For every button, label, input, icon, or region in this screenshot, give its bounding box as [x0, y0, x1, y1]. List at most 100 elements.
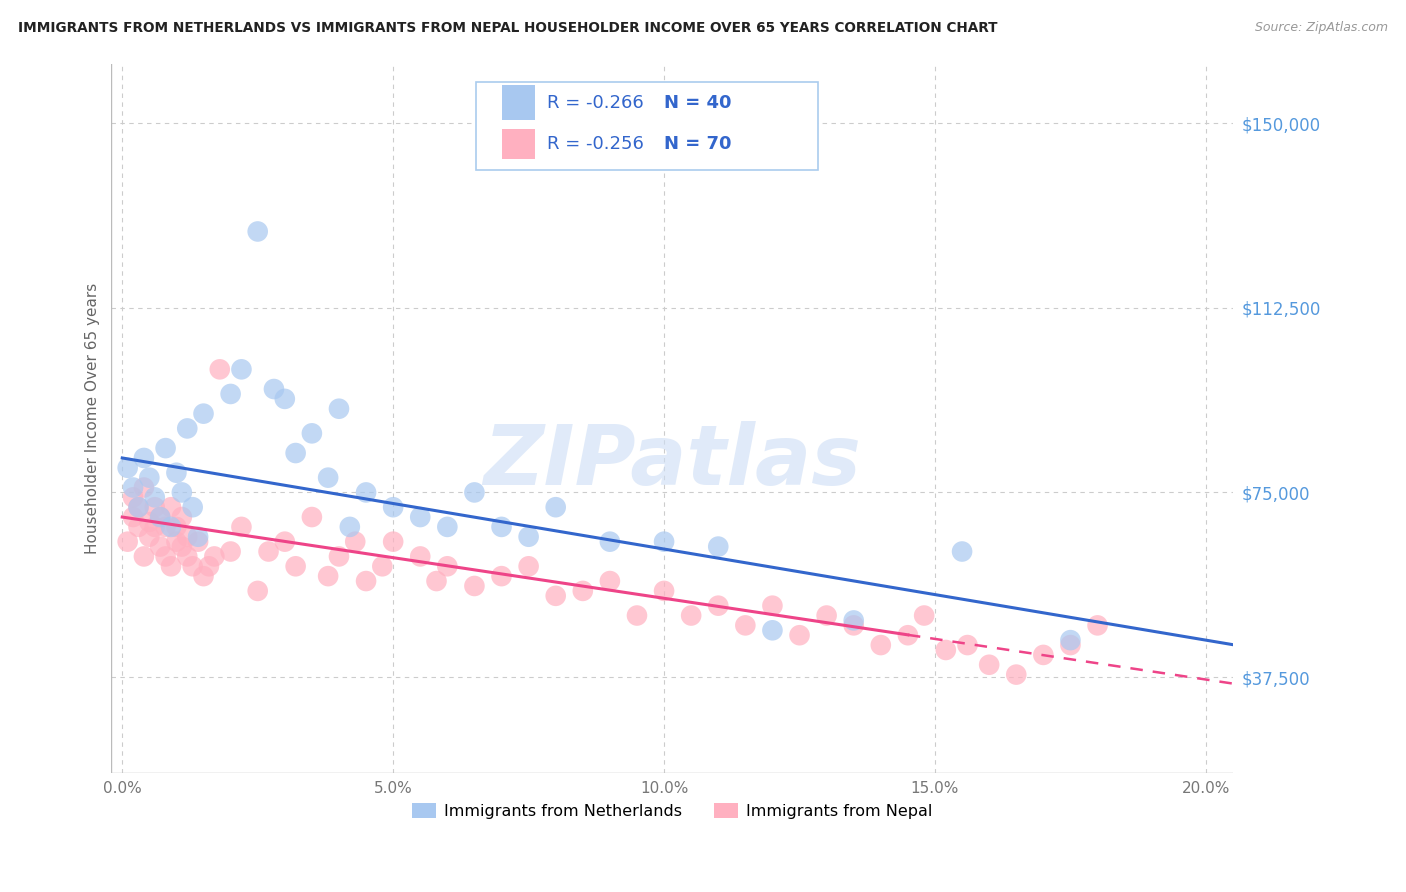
- Point: [425, 574, 447, 588]
- Point: [652, 583, 675, 598]
- Point: [170, 540, 193, 554]
- Point: [165, 520, 187, 534]
- Point: [160, 559, 183, 574]
- Point: [354, 485, 377, 500]
- Point: [149, 540, 172, 554]
- Point: [912, 608, 935, 623]
- Point: [599, 574, 621, 588]
- Point: [231, 362, 253, 376]
- Point: [328, 549, 350, 564]
- Point: [138, 515, 160, 529]
- Point: [187, 534, 209, 549]
- Point: [138, 470, 160, 484]
- Point: [409, 549, 432, 564]
- Point: [128, 500, 150, 515]
- Point: [707, 540, 730, 554]
- Point: [707, 599, 730, 613]
- Point: [155, 520, 177, 534]
- Point: [208, 362, 231, 376]
- Point: [176, 421, 198, 435]
- Point: [132, 450, 155, 465]
- Point: [869, 638, 891, 652]
- Point: [897, 628, 920, 642]
- Point: [436, 520, 458, 534]
- Point: [344, 534, 367, 549]
- Point: [149, 510, 172, 524]
- Point: [979, 657, 1001, 672]
- Point: [170, 485, 193, 500]
- Point: [1059, 638, 1081, 652]
- Point: [155, 549, 177, 564]
- Point: [517, 530, 540, 544]
- Point: [681, 608, 703, 623]
- Point: [761, 599, 783, 613]
- Point: [181, 500, 204, 515]
- Point: [202, 549, 225, 564]
- Point: [176, 530, 198, 544]
- Point: [1005, 667, 1028, 681]
- Point: [117, 460, 139, 475]
- Point: [193, 569, 215, 583]
- Point: [734, 618, 756, 632]
- Point: [301, 510, 323, 524]
- Point: [160, 520, 183, 534]
- Point: [371, 559, 394, 574]
- Point: [789, 628, 811, 642]
- Legend: Immigrants from Netherlands, Immigrants from Nepal: Immigrants from Netherlands, Immigrants …: [406, 797, 939, 825]
- Point: [463, 485, 485, 500]
- Point: [1032, 648, 1054, 662]
- Point: [517, 559, 540, 574]
- Point: [176, 549, 198, 564]
- Point: [599, 534, 621, 549]
- Point: [257, 544, 280, 558]
- Point: [544, 500, 567, 515]
- Point: [128, 520, 150, 534]
- Point: [463, 579, 485, 593]
- Point: [652, 534, 675, 549]
- Point: [284, 446, 307, 460]
- Text: IMMIGRANTS FROM NETHERLANDS VS IMMIGRANTS FROM NEPAL HOUSEHOLDER INCOME OVER 65 : IMMIGRANTS FROM NETHERLANDS VS IMMIGRANT…: [18, 21, 998, 36]
- Text: R = -0.256: R = -0.256: [547, 135, 644, 153]
- Point: [198, 559, 221, 574]
- Point: [219, 387, 242, 401]
- Point: [143, 500, 166, 515]
- Point: [328, 401, 350, 416]
- Text: R = -0.266: R = -0.266: [547, 94, 644, 112]
- Text: N = 40: N = 40: [665, 94, 733, 112]
- Point: [143, 520, 166, 534]
- Point: [132, 481, 155, 495]
- Point: [409, 510, 432, 524]
- Point: [572, 583, 595, 598]
- Point: [1087, 618, 1109, 632]
- Point: [246, 224, 269, 238]
- Text: N = 70: N = 70: [665, 135, 733, 153]
- Point: [165, 466, 187, 480]
- Point: [160, 500, 183, 515]
- Point: [263, 382, 285, 396]
- Point: [193, 407, 215, 421]
- FancyBboxPatch shape: [475, 82, 818, 170]
- Point: [491, 520, 513, 534]
- Point: [815, 608, 838, 623]
- Point: [149, 510, 172, 524]
- Point: [436, 559, 458, 574]
- Point: [284, 559, 307, 574]
- Point: [544, 589, 567, 603]
- Point: [132, 549, 155, 564]
- Point: [122, 510, 145, 524]
- Point: [301, 426, 323, 441]
- Point: [842, 614, 865, 628]
- Point: [274, 392, 297, 406]
- Point: [138, 530, 160, 544]
- Point: [950, 544, 973, 558]
- Point: [761, 624, 783, 638]
- Point: [382, 500, 405, 515]
- Point: [339, 520, 361, 534]
- Point: [491, 569, 513, 583]
- Point: [842, 618, 865, 632]
- Point: [354, 574, 377, 588]
- Point: [155, 441, 177, 455]
- Point: [117, 534, 139, 549]
- Point: [187, 530, 209, 544]
- FancyBboxPatch shape: [502, 129, 536, 159]
